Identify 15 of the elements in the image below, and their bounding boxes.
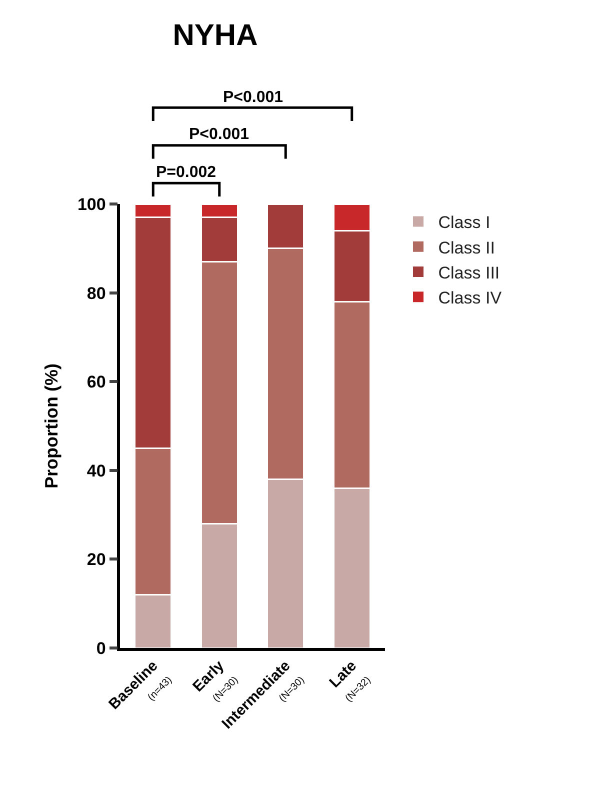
- text: P=0.002: [156, 164, 216, 181]
- y-tick-label: 20: [86, 550, 106, 570]
- y-tick-label: 60: [86, 372, 106, 392]
- y-tick-label: 100: [77, 194, 106, 214]
- y-tick-label: 0: [96, 638, 106, 658]
- text: P<0.001: [223, 89, 284, 106]
- chart-title: NYHA: [172, 18, 258, 52]
- y-axis-title: Proportion (%): [42, 364, 62, 488]
- y-tick-label: 40: [86, 461, 106, 480]
- legend-label: Class IV: [438, 288, 502, 308]
- legend-label: Class III: [438, 263, 500, 282]
- text: P<0.001: [189, 126, 250, 143]
- y-tick-label: 80: [86, 284, 106, 303]
- legend-label: Class II: [438, 238, 495, 258]
- legend-label: Class I: [438, 213, 490, 232]
